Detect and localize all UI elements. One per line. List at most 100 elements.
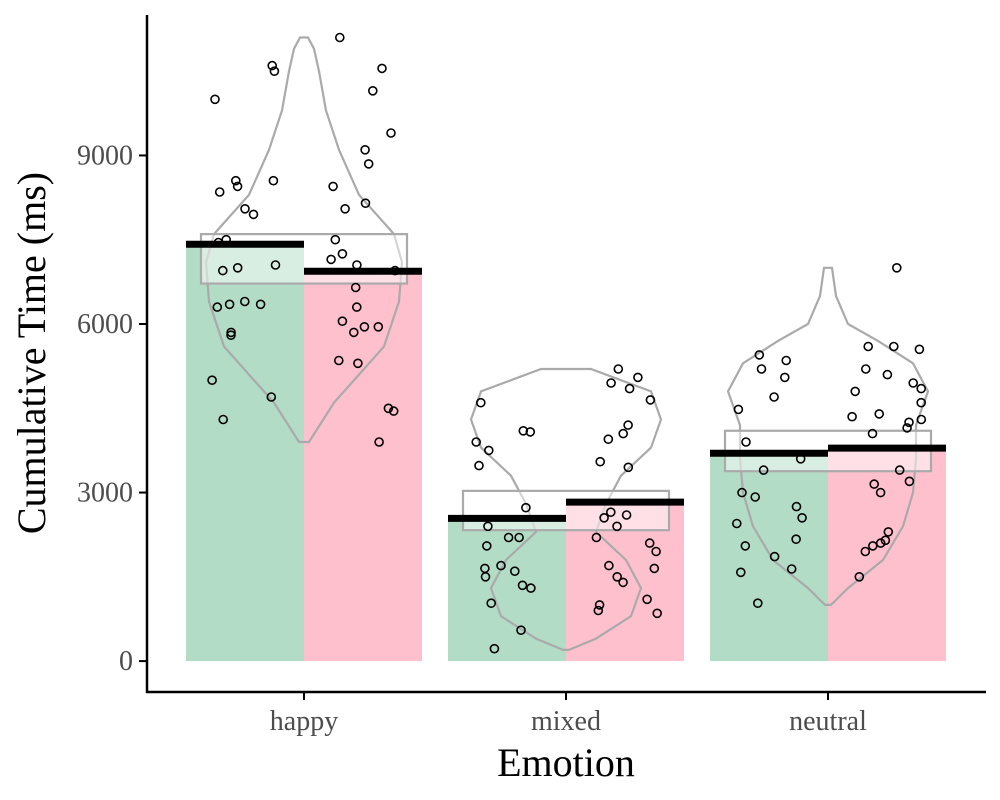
point-neutral-left-8 — [758, 465, 769, 475]
point-neutral-left-19 — [752, 598, 763, 609]
point-happy-right-1 — [377, 63, 387, 74]
point-neutral-left-0 — [754, 350, 765, 360]
point-neutral-right-20 — [883, 527, 894, 537]
point-neutral-left-13 — [731, 518, 742, 529]
point-neutral-right-7 — [916, 383, 927, 394]
point-neutral-right-15 — [867, 428, 878, 439]
points-layer — [207, 32, 927, 654]
point-happy-right-21 — [333, 355, 344, 366]
point-neutral-right-24 — [860, 546, 871, 557]
x-tick-label-neutral: neutral — [789, 706, 867, 737]
point-neutral-left-7 — [795, 453, 806, 464]
point-neutral-right-12 — [916, 414, 927, 425]
point-mixed-right-16 — [651, 546, 661, 557]
bar-neutral-left — [710, 453, 828, 662]
violin-mixed — [469, 367, 663, 651]
point-mixed-right-5 — [623, 420, 633, 430]
bar-happy-right — [304, 271, 422, 662]
point-mixed-left-13 — [509, 566, 520, 577]
point-neutral-left-1 — [781, 355, 792, 366]
point-mixed-left-9 — [514, 532, 524, 543]
point-mixed-left-10 — [481, 541, 492, 551]
point-mixed-right-12 — [599, 512, 609, 523]
y-tick-label-6000: 6000 — [77, 309, 133, 340]
point-mixed-right-19 — [612, 571, 623, 582]
point-happy-left-22 — [218, 414, 228, 425]
point-neutral-left-14 — [791, 534, 801, 545]
point-mixed-right-23 — [593, 605, 604, 616]
point-neutral-right-4 — [860, 364, 871, 374]
point-happy-left-14 — [240, 296, 250, 307]
point-mixed-right-1 — [633, 372, 643, 383]
point-mixed-left-15 — [517, 580, 528, 591]
point-neutral-left-5 — [733, 404, 744, 415]
x-ticks-layer: happy mixed neutral — [270, 692, 867, 737]
point-happy-left-10 — [213, 237, 224, 248]
point-mixed-left-4 — [483, 445, 494, 456]
bar-mixed-left — [448, 518, 566, 662]
point-mixed-right-10 — [605, 507, 616, 518]
point-happy-right-23 — [388, 406, 399, 416]
point-mixed-left-1 — [525, 427, 536, 437]
mean-lines-layer — [186, 240, 946, 522]
y-tick-label-9000: 9000 — [77, 140, 133, 171]
point-mixed-right-15 — [644, 538, 655, 548]
point-happy-right-20 — [353, 358, 363, 369]
point-happy-right-22 — [383, 403, 394, 414]
ci-box-mixed — [461, 489, 671, 532]
point-mixed-left-19 — [489, 643, 500, 654]
y-axis-title: Cumulative Time (ms) — [9, 172, 54, 534]
point-happy-right-10 — [337, 249, 348, 259]
point-happy-left-1 — [269, 66, 280, 76]
point-neutral-right-2 — [914, 344, 925, 355]
y-tick-label-3000: 3000 — [77, 478, 133, 509]
point-neutral-left-10 — [750, 492, 761, 502]
point-neutral-right-3 — [863, 341, 874, 352]
point-neutral-right-1 — [888, 341, 899, 352]
point-happy-right-24 — [374, 437, 384, 447]
point-mixed-left-5 — [474, 460, 484, 471]
point-mixed-right-22 — [594, 600, 605, 610]
point-happy-left-18 — [226, 327, 236, 338]
point-mixed-right-24 — [652, 608, 663, 619]
point-neutral-right-17 — [904, 476, 915, 487]
point-mixed-left-2 — [518, 425, 529, 436]
point-happy-left-5 — [214, 187, 225, 197]
point-happy-right-19 — [348, 327, 359, 338]
point-neutral-left-3 — [779, 372, 790, 383]
y-ticks-layer: 0 3000 6000 9000 — [77, 140, 147, 677]
point-mixed-left-11 — [496, 560, 506, 571]
point-mixed-left-3 — [471, 437, 482, 447]
point-neutral-right-25 — [854, 571, 865, 582]
point-neutral-right-14 — [902, 423, 912, 433]
point-mixed-right-9 — [623, 462, 634, 473]
point-neutral-right-9 — [916, 397, 927, 408]
point-mixed-right-3 — [624, 383, 635, 394]
point-mixed-right-8 — [595, 456, 606, 467]
point-neutral-right-0 — [891, 262, 902, 273]
point-happy-right-8 — [340, 204, 350, 214]
point-happy-left-19 — [226, 330, 236, 341]
point-neutral-left-18 — [735, 567, 746, 578]
point-happy-left-16 — [212, 302, 223, 312]
x-tick-label-happy: happy — [270, 706, 338, 737]
point-mixed-right-0 — [613, 364, 624, 374]
y-tick-label-0: 0 — [119, 646, 133, 677]
point-happy-left-3 — [232, 181, 243, 192]
point-neutral-right-10 — [874, 409, 885, 419]
point-happy-right-2 — [367, 86, 378, 96]
point-mixed-right-4 — [645, 395, 656, 405]
point-happy-left-7 — [240, 204, 250, 214]
point-mixed-right-21 — [642, 594, 652, 605]
x-axis-title: Emotion — [497, 740, 635, 785]
point-neutral-right-18 — [869, 479, 880, 489]
point-happy-left-6 — [231, 175, 241, 186]
point-happy-right-7 — [360, 198, 371, 208]
point-happy-right-3 — [386, 128, 396, 138]
point-happy-left-11 — [270, 260, 281, 270]
point-neutral-left-12 — [797, 512, 807, 523]
point-neutral-right-6 — [908, 378, 919, 388]
point-mixed-left-17 — [486, 598, 497, 609]
point-neutral-left-15 — [740, 541, 751, 551]
